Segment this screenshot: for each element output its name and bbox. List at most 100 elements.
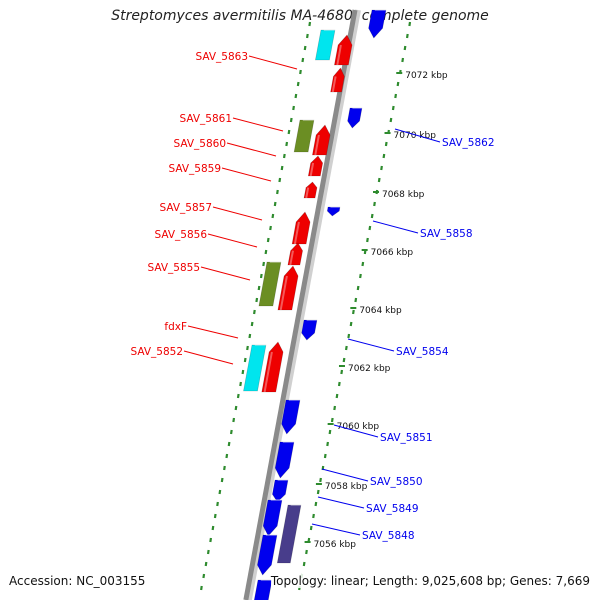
forward-gene: [307, 155, 324, 177]
ruler-dot: [333, 405, 337, 411]
ruler-dot: [337, 381, 341, 387]
ruler-dot: [403, 45, 407, 51]
forward-gene: [312, 124, 331, 156]
forward-gene-highlight: [279, 275, 288, 311]
ruler-dot: [302, 561, 306, 567]
forward-guide-dot: [294, 93, 298, 99]
ruler-tick-label: 7064 kbp: [359, 306, 402, 316]
ruler-dot: [377, 177, 381, 183]
ruler-dot: [314, 501, 318, 507]
forward-gene: [277, 265, 299, 311]
accession-label: Accession: NC_003155: [9, 574, 146, 588]
reverse-gene: [281, 399, 301, 435]
forward-guide-dot: [278, 177, 282, 183]
forward-guide-dot: [250, 321, 254, 327]
forward-gene-label: fdxF: [164, 321, 187, 333]
forward-guide-dot: [273, 201, 277, 207]
reverse-leader-line: [394, 128, 441, 143]
ruler-dot: [340, 369, 344, 375]
forward-leader-line: [248, 55, 298, 70]
forward-guide-dot: [236, 393, 240, 399]
reverse-gene: [368, 9, 387, 39]
forward-guide-dot: [248, 333, 252, 339]
forward-guide-dot: [306, 33, 309, 39]
ruler-dot: [380, 165, 383, 171]
ruler-dot: [391, 105, 395, 111]
forward-guide-dot: [218, 489, 222, 495]
ruler-dot: [305, 549, 308, 555]
ruler-dot: [384, 141, 388, 147]
ruler-dot: [335, 393, 339, 399]
forward-gene-highlight: [263, 351, 273, 393]
reverse-gene-label: SAV_5848: [362, 530, 415, 542]
forward-guide-dot: [232, 417, 236, 423]
forward-guide-dot: [308, 21, 312, 27]
forward-gene-highlight: [331, 76, 337, 93]
ruler-dot: [347, 333, 351, 339]
forward-guide-dot: [269, 225, 272, 231]
reverse-gene-label: SAV_5851: [380, 432, 433, 444]
forward-guide-dot: [200, 585, 203, 591]
ruler-tick-label: 7058 kbp: [325, 482, 368, 492]
reverse-leader-line: [333, 424, 379, 438]
forward-gene-label: SAV_5857: [159, 202, 212, 214]
forward-guide-dot: [280, 165, 284, 171]
reverse-gene: [326, 206, 341, 217]
reverse-gene: [262, 499, 283, 537]
ruler-dot: [354, 297, 358, 303]
ruler-dot: [326, 441, 329, 447]
forward-gene: [334, 34, 353, 66]
forward-gene-highlight: [289, 250, 294, 266]
genome-meta-label: Topology: linear; Length: 9,025,608 bp; …: [270, 574, 590, 588]
forward-guide-dot: [223, 465, 226, 471]
rrna-feature: [315, 29, 336, 61]
ruler-dot: [408, 21, 412, 27]
ruler-dot: [370, 213, 374, 219]
forward-guide-dot: [239, 381, 242, 387]
ruler-tick-label: 7072 kbp: [405, 71, 448, 81]
reverse-leader-line: [321, 468, 369, 482]
forward-guide-dot: [225, 453, 229, 459]
ruler-dot: [394, 93, 398, 99]
forward-guide-dot: [262, 261, 266, 267]
misc-feature: [293, 119, 315, 153]
ruler-dot: [344, 345, 348, 351]
ruler-dot: [309, 525, 313, 531]
forward-guide-dot: [266, 237, 270, 243]
misc-feature: [258, 261, 282, 307]
forward-gene-label: SAV_5860: [173, 138, 226, 150]
forward-gene: [291, 211, 311, 245]
forward-guide-dot: [259, 273, 263, 279]
forward-guide-dot: [246, 345, 249, 351]
forward-gene-highlight: [309, 162, 315, 177]
ruler-dot: [373, 201, 376, 207]
forward-leader-line: [200, 266, 251, 281]
forward-leader-line: [232, 117, 284, 132]
forward-gene-highlight: [293, 221, 300, 245]
ruler-dot: [316, 489, 320, 495]
reverse-gene: [301, 319, 318, 341]
forward-guide-dot: [303, 45, 307, 51]
ruler-dot: [356, 285, 360, 291]
ruler-dot: [405, 33, 409, 39]
forward-leader-line: [226, 142, 277, 157]
forward-guide-dot: [257, 285, 261, 291]
forward-gene-label: SAV_5863: [195, 51, 248, 63]
forward-guide-dot: [276, 189, 279, 195]
forward-guide-dot: [299, 69, 302, 75]
forward-gene: [287, 242, 303, 266]
forward-gene: [303, 181, 318, 199]
reverse-gene: [274, 441, 295, 479]
forward-gene-label: SAV_5855: [147, 262, 200, 274]
ruler-tick-label: 7066 kbp: [371, 248, 414, 258]
reverse-gene-label: SAV_5862: [442, 137, 495, 149]
ruler-dot: [359, 273, 362, 279]
forward-guide-dot: [289, 117, 293, 123]
ruler-dot: [389, 117, 393, 123]
reverse-leader-line: [372, 220, 419, 234]
forward-guide-dot: [220, 477, 224, 483]
forward-guide-dot: [301, 57, 305, 63]
forward-leader-line: [187, 325, 239, 339]
reverse-misc-feature: [276, 504, 302, 564]
